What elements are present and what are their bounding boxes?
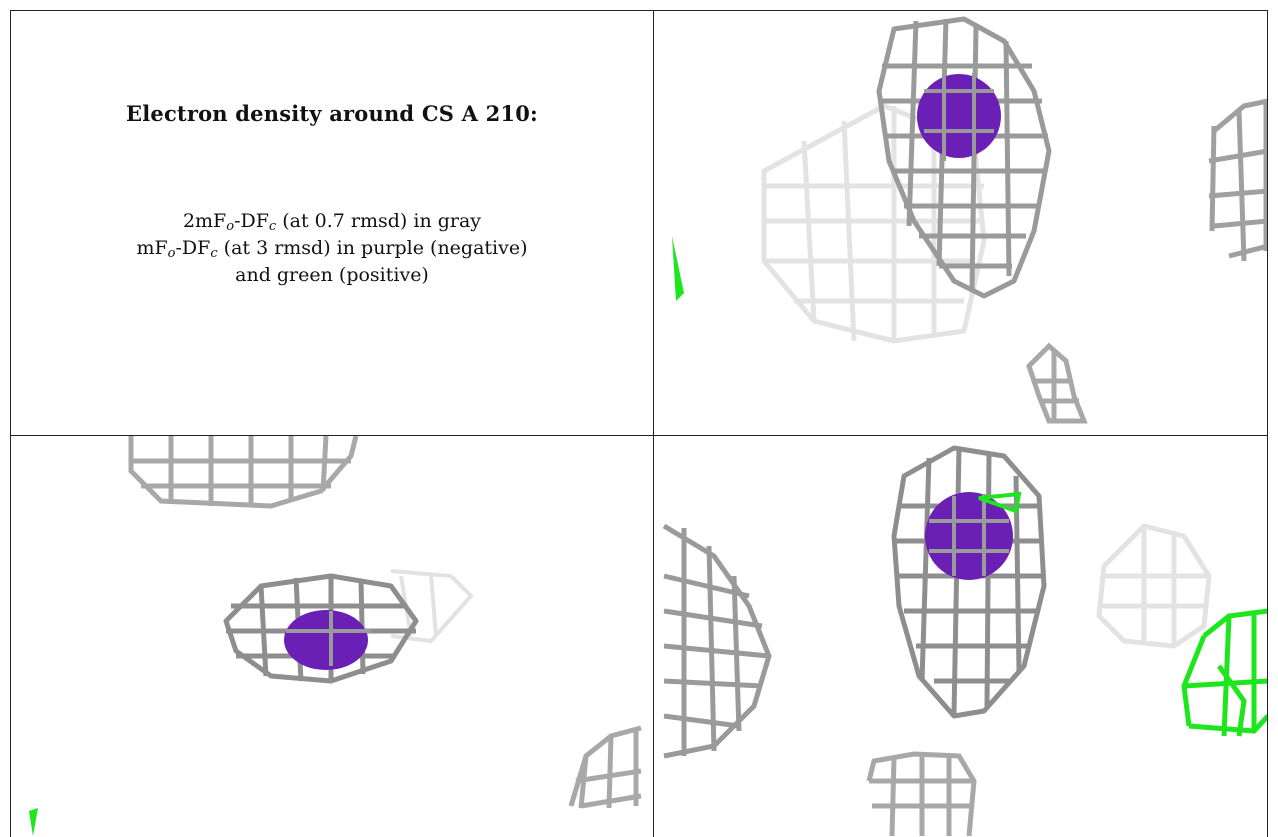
grid-left-border xyxy=(10,10,11,837)
grid-right-border xyxy=(1267,10,1268,837)
grid-top-border xyxy=(10,10,1268,11)
caption-line-3: and green (positive) xyxy=(235,264,429,286)
positive-density-fragment xyxy=(29,808,38,836)
bottom-mesh xyxy=(866,751,977,836)
positive-density-fragment xyxy=(672,236,684,301)
top-mesh xyxy=(128,436,359,509)
small-mesh xyxy=(1026,342,1088,424)
grid-middle-divider xyxy=(10,435,1268,436)
negative-density-sphere xyxy=(917,74,1001,158)
figure-grid: Electron density around CS A 210: 2mFo-D… xyxy=(10,10,1268,837)
density-view-2 xyxy=(11,436,653,836)
grid-center-divider xyxy=(653,10,654,837)
figure-caption: 2mFo-DFc (at 0.7 rmsd) in gray mFo-DFc (… xyxy=(136,208,527,289)
corner-mesh xyxy=(568,725,642,809)
caption-line-2: mFo-DFc (at 3 rmsd) in purple (negative) xyxy=(136,237,528,261)
caption-line-1: 2mFo-DFc (at 0.7 rmsd) in gray xyxy=(182,210,482,234)
legend-cell: Electron density around CS A 210: 2mFo-D… xyxy=(11,11,653,435)
figure-title: Electron density around CS A 210: xyxy=(126,101,538,126)
gray-mesh xyxy=(891,445,1047,719)
negative-density-sphere xyxy=(925,492,1013,580)
left-mesh xyxy=(662,523,772,759)
negative-density-sphere xyxy=(284,610,368,670)
faint-mesh xyxy=(1096,523,1212,649)
positive-density-spike xyxy=(978,491,1022,514)
density-view-3 xyxy=(654,436,1268,836)
density-view-1 xyxy=(654,11,1268,435)
green-mesh xyxy=(1181,608,1268,737)
side-mesh xyxy=(1208,98,1268,262)
